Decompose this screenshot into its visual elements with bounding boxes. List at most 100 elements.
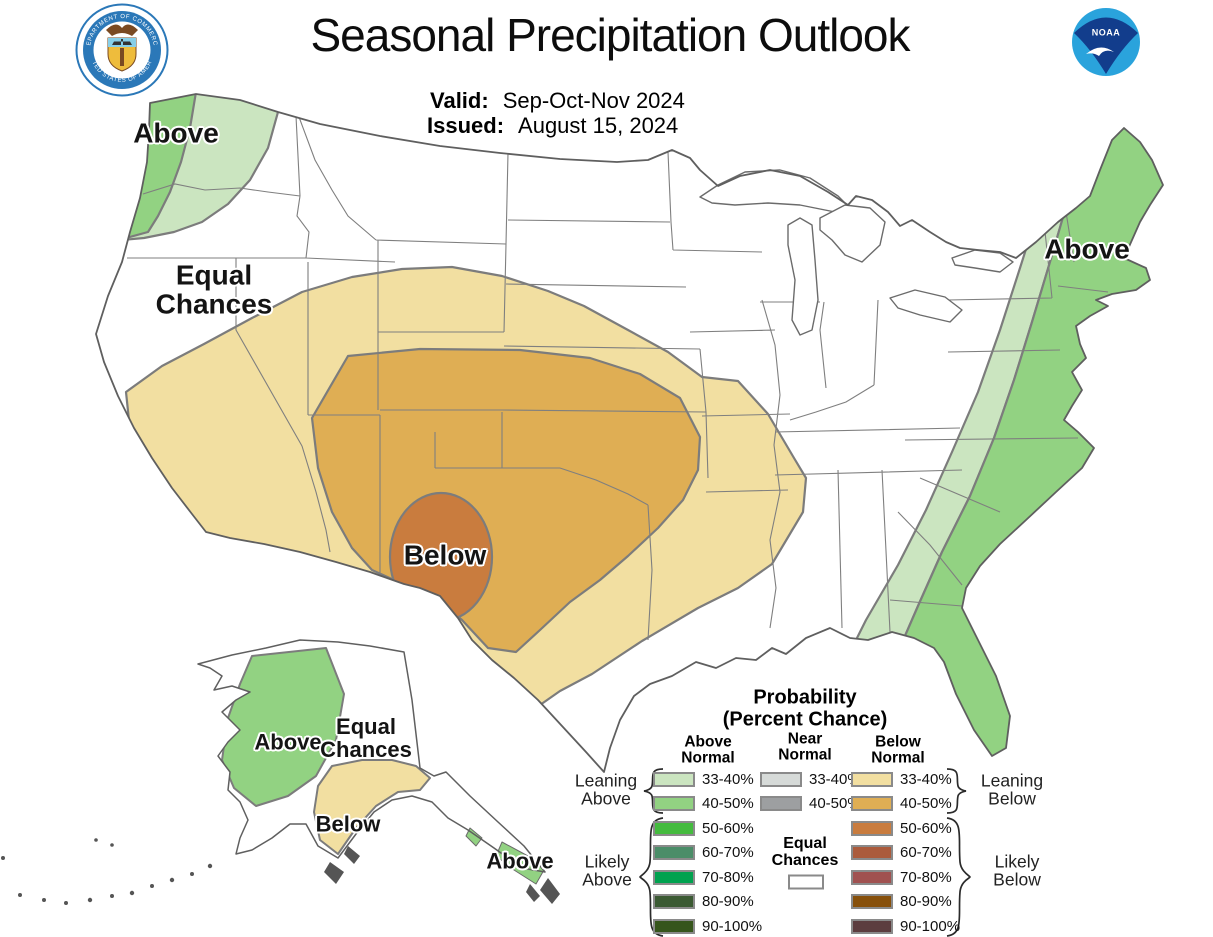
legend-col-header-above: Above Normal xyxy=(681,733,735,767)
legend-range-label: 50-60% xyxy=(702,819,754,837)
brace-likely-above xyxy=(639,817,664,937)
legend-range-label: 90-100% xyxy=(702,917,763,935)
noaa-logo-gull xyxy=(1086,47,1114,56)
legend-range-label: 33-40% xyxy=(809,770,861,788)
label-pnw-above: Above xyxy=(133,117,219,149)
legend-color-swatch xyxy=(760,771,802,787)
legend-row: 50-60% xyxy=(653,819,762,837)
label-west-equal-chances: Equal Chances xyxy=(155,259,273,320)
legend-range-label: 80-90% xyxy=(900,893,952,910)
legend-range-label: 40-50% xyxy=(809,795,861,812)
noaa-logo-dark-wave xyxy=(1074,17,1138,74)
label-alaska-equal-line1: Equal xyxy=(336,713,396,739)
label-central-below: Below xyxy=(403,539,487,571)
legend-leaning-above-label: Leaning Above xyxy=(574,770,638,809)
label-alaska-below: Below xyxy=(315,811,381,837)
legend-range-label: 80-90% xyxy=(702,893,754,910)
legend-color-swatch xyxy=(851,845,893,860)
island-specks xyxy=(1,838,560,905)
lake-huron xyxy=(819,204,886,263)
legend-color-swatch xyxy=(653,894,695,909)
legend-range-label: 60-70% xyxy=(702,844,754,861)
label-northeast-above: Above xyxy=(1044,233,1130,265)
legend-range-label: 70-80% xyxy=(900,868,952,886)
legend-range-label: 33-40% xyxy=(702,770,754,788)
legend-color-swatch xyxy=(851,771,893,787)
legend-color-swatch xyxy=(760,796,802,811)
region-alaska-south-below xyxy=(313,759,431,855)
legend-range-label: 40-50% xyxy=(702,795,754,812)
legend-color-swatch xyxy=(851,918,893,934)
legend-range-label: 50-60% xyxy=(900,819,952,837)
label-west-equal-line1: Equal xyxy=(175,259,253,291)
legend-equal-chances-box xyxy=(788,874,824,890)
legend-color-swatch xyxy=(653,845,695,860)
legend-row: 33-40% xyxy=(760,770,861,788)
brace-leaning-above xyxy=(643,768,664,814)
legend-braces xyxy=(639,768,971,937)
noaa-logo-text: NOAA xyxy=(1091,27,1121,38)
doc-seal-column xyxy=(120,48,124,66)
legend-color-swatch xyxy=(653,796,695,811)
legend-range-label: 33-40% xyxy=(900,770,952,788)
legend-row: 50-60% xyxy=(851,819,960,837)
legend-color-swatch xyxy=(851,820,893,836)
lake-michigan xyxy=(787,217,819,336)
legend-range-label: 60-70% xyxy=(900,844,952,861)
legend-title-line1: Probability xyxy=(753,686,857,709)
legend-row: 90-100% xyxy=(851,917,961,935)
label-alaska-panhandle-above: Above xyxy=(486,848,554,874)
legend-row: 40-50% xyxy=(760,795,861,812)
legend-row: 70-80% xyxy=(851,868,960,886)
legend-likely-above-label: Likely Above xyxy=(582,851,632,890)
brace-leaning-below xyxy=(946,768,967,814)
legend-color-swatch xyxy=(653,771,695,787)
legend-color-swatch xyxy=(653,869,695,885)
issued-value: August 15, 2024 xyxy=(518,113,679,138)
legend-row: 60-70% xyxy=(653,844,762,861)
legend-title-line2: (Percent Chance) xyxy=(722,708,888,731)
legend-color-swatch xyxy=(851,796,893,811)
legend-row: 33-40% xyxy=(653,770,762,788)
issued-label: Issued: xyxy=(427,113,505,138)
doc-seal-eagle xyxy=(106,24,138,36)
state-borders xyxy=(127,115,1109,641)
legend-row: 40-50% xyxy=(851,795,960,812)
legend-equal-chances-label: Equal Chances xyxy=(771,835,839,869)
legend-column-near-normal: 33-40% 40-50% xyxy=(760,771,861,820)
valid-value: Sep-Oct-Nov 2024 xyxy=(502,88,685,113)
legend-row: 80-90% xyxy=(851,893,960,910)
valid-label: Valid: xyxy=(430,88,489,113)
label-alaska-equal-chances: Equal Chances xyxy=(320,715,412,761)
legend-range-label: 70-80% xyxy=(702,868,754,886)
alaska-outline xyxy=(197,639,546,873)
label-west-equal-line2: Chances xyxy=(155,289,273,320)
lake-erie xyxy=(889,289,963,323)
legend-column-above-normal: 33-40% 40-50% 50-60% 60-70% 70-80% 80-90% 90-1… xyxy=(653,771,762,937)
great-lakes xyxy=(699,169,1014,336)
legend-leaning-below-label: Leaning Below xyxy=(980,770,1044,809)
label-alaska-above: Above xyxy=(254,729,322,755)
legend-col-header-near: Near Normal xyxy=(778,730,832,764)
legend-color-swatch xyxy=(653,820,695,836)
legend-color-swatch xyxy=(851,894,893,909)
brace-likely-below xyxy=(946,817,971,937)
legend-color-swatch xyxy=(851,869,893,885)
legend-range-label: 40-50% xyxy=(900,795,952,812)
legend-range-label: 90-100% xyxy=(900,917,961,935)
legend-row: 33-40% xyxy=(851,770,960,788)
region-alaska-west-above xyxy=(221,647,345,807)
legend-column-below-normal: 33-40% 40-50% 50-60% 60-70% 70-80% 80-90% 90-1… xyxy=(851,771,960,937)
legend-row: 80-90% xyxy=(653,893,762,910)
legend-row: 70-80% xyxy=(653,868,762,886)
legend-col-header-below: Below Normal xyxy=(871,733,925,767)
doc-seal-logo: DEPARTMENT OF COMMERCE UNITED STATES OF … xyxy=(0,0,169,97)
label-alaska-equal-line2: Chances xyxy=(320,737,412,762)
conus-outline xyxy=(95,93,1164,773)
legend-row: 60-70% xyxy=(851,844,960,861)
legend-row: 40-50% xyxy=(653,795,762,812)
noaa-logo xyxy=(1072,8,1140,76)
page-title: Seasonal Precipitation Outlook xyxy=(310,8,910,61)
